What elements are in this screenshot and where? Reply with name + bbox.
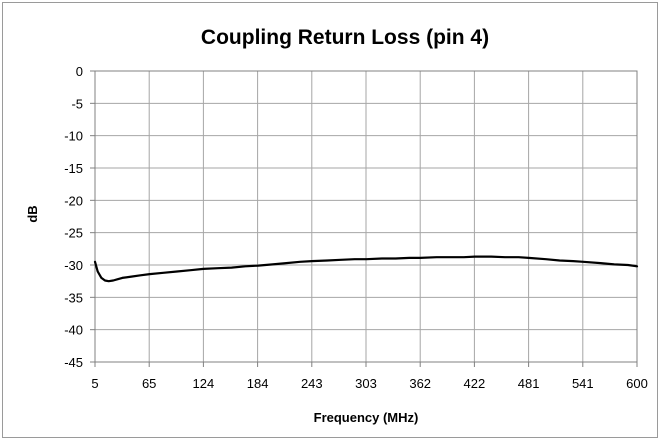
series-line	[93, 255, 639, 283]
plot-axes	[90, 70, 638, 367]
y-tick-label: -10	[64, 129, 83, 144]
y-tick-labels: 0 -5 -10 -15 -20 -25 -30 -35 -40 -45	[64, 64, 83, 370]
x-axis-label: Frequency (MHz)	[314, 410, 419, 425]
y-tick-label: -25	[64, 226, 83, 241]
y-tick-label: 0	[76, 64, 83, 79]
x-tick-label: 243	[301, 376, 323, 391]
y-tick-label: -40	[64, 323, 83, 338]
x-tick-label: 124	[193, 376, 215, 391]
series-layer	[93, 255, 639, 283]
y-tick-label: -5	[71, 96, 83, 111]
grid-lines	[94, 70, 638, 363]
y-tick-label: -45	[64, 355, 83, 370]
y-tick-label: -30	[64, 258, 83, 273]
x-tick-label: 422	[464, 376, 486, 391]
x-tick-label: 303	[355, 376, 377, 391]
x-tick-label: 65	[142, 376, 156, 391]
y-tick-label: -20	[64, 193, 83, 208]
plot-area-border	[94, 70, 638, 363]
y-tick-label: -35	[64, 290, 83, 305]
x-tick-label: 5	[91, 376, 98, 391]
x-tick-label: 184	[247, 376, 269, 391]
x-tick-label: 481	[518, 376, 540, 391]
y-tick-label: -15	[64, 161, 83, 176]
x-tick-labels: 5 65 124 184 243 303 362 422 481 541 600	[91, 376, 647, 391]
chart-frame	[2, 2, 658, 438]
y-axis-label: dB	[25, 205, 40, 222]
x-tick-label: 600	[626, 376, 648, 391]
x-tick-label: 541	[572, 376, 594, 391]
x-tick-label: 362	[409, 376, 431, 391]
chart-title: Coupling Return Loss (pin 4)	[201, 26, 489, 49]
